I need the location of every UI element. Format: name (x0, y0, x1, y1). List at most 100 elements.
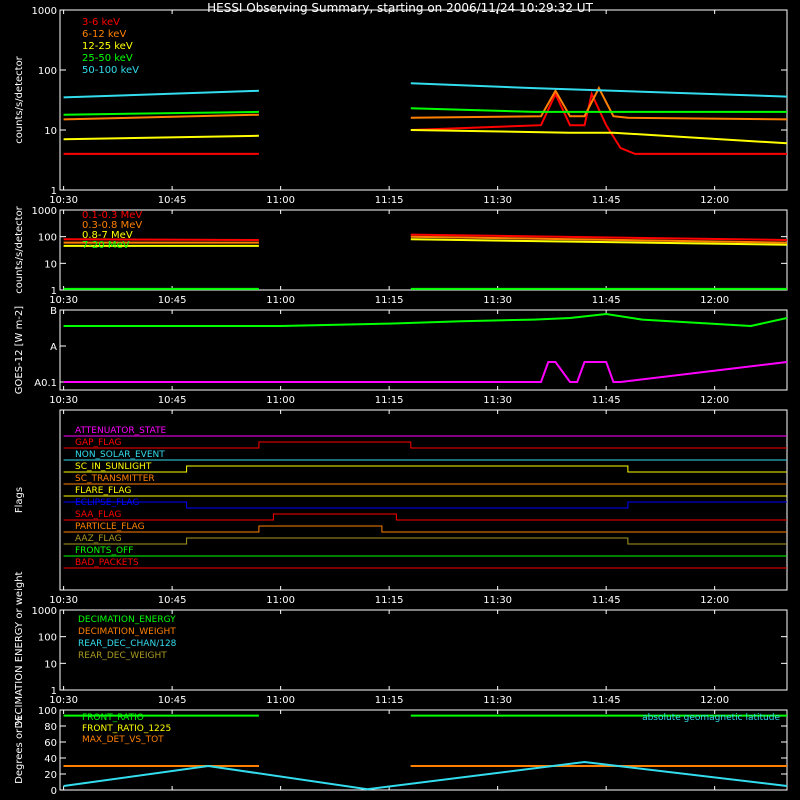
x-tick-label: 11:15 (375, 395, 404, 406)
flag-line (63, 465, 787, 473)
y-tick-label: 1 (51, 186, 57, 197)
legend-entry: 0.8-7 MeV (82, 230, 133, 241)
x-tick-label: 10:45 (158, 695, 187, 706)
panel-4-frame (59, 409, 788, 591)
y-tick-label: 0 (51, 786, 57, 797)
x-tick-label: 10:30 (49, 695, 78, 706)
legend-entry: REAR_DEC_CHAN/128 (78, 639, 177, 649)
series-line (410, 85, 788, 121)
panel-2-frame (59, 209, 788, 291)
x-tick-label: 10:45 (158, 595, 187, 606)
x-tick-label: 12:00 (700, 395, 729, 406)
y-axis-label: DECIMATION ENERGY or weight (14, 571, 25, 728)
y-tick-label: 100 (38, 706, 57, 717)
y-tick-label: 10 (44, 659, 57, 670)
legend-entry: FRONT_RATIO (82, 713, 144, 723)
y-tick-label: 1000 (32, 606, 57, 617)
x-tick-label: 11:00 (266, 195, 295, 206)
legend-entry: 12-25 keV (82, 41, 133, 52)
series-line (410, 129, 788, 145)
flag-label: BAD_PACKETS (75, 558, 139, 568)
x-tick-label: 11:00 (266, 595, 295, 606)
x-tick-label: 12:00 (700, 295, 729, 306)
series-line (63, 760, 788, 791)
x-tick-label: 10:30 (49, 195, 78, 206)
flag-label: SC_TRANSMITTER (75, 474, 155, 484)
series-line (410, 90, 787, 155)
flag-label: ECLIPSE_FLAG (75, 498, 139, 508)
y-tick-label: 80 (44, 722, 57, 733)
x-tick-label: 11:45 (592, 295, 621, 306)
y-axis-label: counts/s/detector (14, 55, 25, 143)
y-axis-label: counts/s/detector (14, 205, 25, 293)
legend-entry: 6-12 keV (82, 29, 126, 40)
legend-entry: 7-20 MeV (82, 240, 130, 251)
series-line (63, 134, 259, 141)
x-tick-label: 12:00 (700, 595, 729, 606)
y-tick-label: 1000 (32, 206, 57, 217)
legend-entry: 0.1-0.3 MeV (82, 210, 142, 221)
x-tick-label: 11:15 (375, 195, 404, 206)
x-tick-label: 12:00 (700, 695, 729, 706)
legend-entry: DECIMATION_ENERGY (78, 615, 176, 625)
series-line (63, 110, 259, 116)
y-axis-label: Degrees or % (14, 716, 25, 784)
x-tick-label: 10:30 (49, 595, 78, 606)
y-tick-label: 100 (38, 233, 57, 244)
x-tick-label: 10:45 (158, 295, 187, 306)
y-tick-label: 20 (44, 770, 57, 781)
x-tick-label: 11:45 (592, 595, 621, 606)
panel-1-frame (59, 9, 788, 191)
x-tick-label: 11:15 (375, 695, 404, 706)
y-tick-label: 60 (44, 738, 57, 749)
x-tick-label: 10:30 (49, 395, 78, 406)
x-tick-label: 10:30 (49, 295, 78, 306)
y-tick-label: 1000 (32, 6, 57, 17)
legend-entry: 0.3-0.8 MeV (82, 220, 142, 231)
x-tick-label: 11:45 (592, 695, 621, 706)
legend-entry: 50-100 keV (82, 65, 139, 76)
series-line (63, 113, 259, 121)
x-tick-label: 10:45 (158, 395, 187, 406)
series-line (410, 107, 787, 113)
flag-label: PARTICLE_FLAG (75, 522, 145, 532)
series-line (63, 238, 259, 241)
flag-line (63, 525, 787, 533)
goes-series-line (63, 312, 788, 328)
y-tick-label: 10 (44, 126, 57, 137)
flag-label: FLARE_FLAG (75, 486, 131, 496)
y-tick-label: 100 (38, 66, 57, 77)
y-axis-label: Flags (14, 487, 25, 513)
series-line (410, 235, 788, 244)
legend-entry: 3-6 keV (82, 17, 120, 28)
x-tick-label: 11:45 (592, 395, 621, 406)
y-tick-label: A (50, 342, 57, 353)
annotation-label: absolute geomagnetic latitude (642, 713, 780, 723)
legend-entry: REAR_DEC_WEIGHT (78, 651, 167, 661)
panel-6-frame (59, 709, 788, 791)
x-tick-label: 12:00 (700, 195, 729, 206)
series-line (410, 238, 788, 246)
chart-title: HESSI Observing Summary, starting on 200… (207, 1, 593, 15)
flag-label: SAA_FLAG (75, 510, 121, 520)
y-tick-label: 100 (38, 633, 57, 644)
y-tick-label: 1 (51, 286, 57, 297)
x-tick-label: 11:15 (375, 295, 404, 306)
flag-line (63, 441, 787, 449)
x-tick-label: 11:30 (483, 295, 512, 306)
x-tick-label: 11:30 (483, 395, 512, 406)
panel-3-frame (59, 309, 788, 391)
x-tick-label: 10:45 (158, 195, 187, 206)
y-tick-label: 40 (44, 754, 57, 765)
legend-entry: 25-50 keV (82, 53, 133, 64)
goes-series-line (63, 361, 788, 383)
flag-label: ATTENUATOR_STATE (75, 426, 167, 436)
y-axis-label: GOES-12 [W m-2] (14, 306, 25, 394)
x-tick-label: 11:30 (483, 695, 512, 706)
flag-label: AAZ_FLAG (75, 534, 122, 544)
series-line (410, 233, 788, 241)
flag-label: GAP_FLAG (75, 438, 121, 448)
y-tick-label: 1 (51, 686, 57, 697)
series-line (63, 89, 259, 99)
